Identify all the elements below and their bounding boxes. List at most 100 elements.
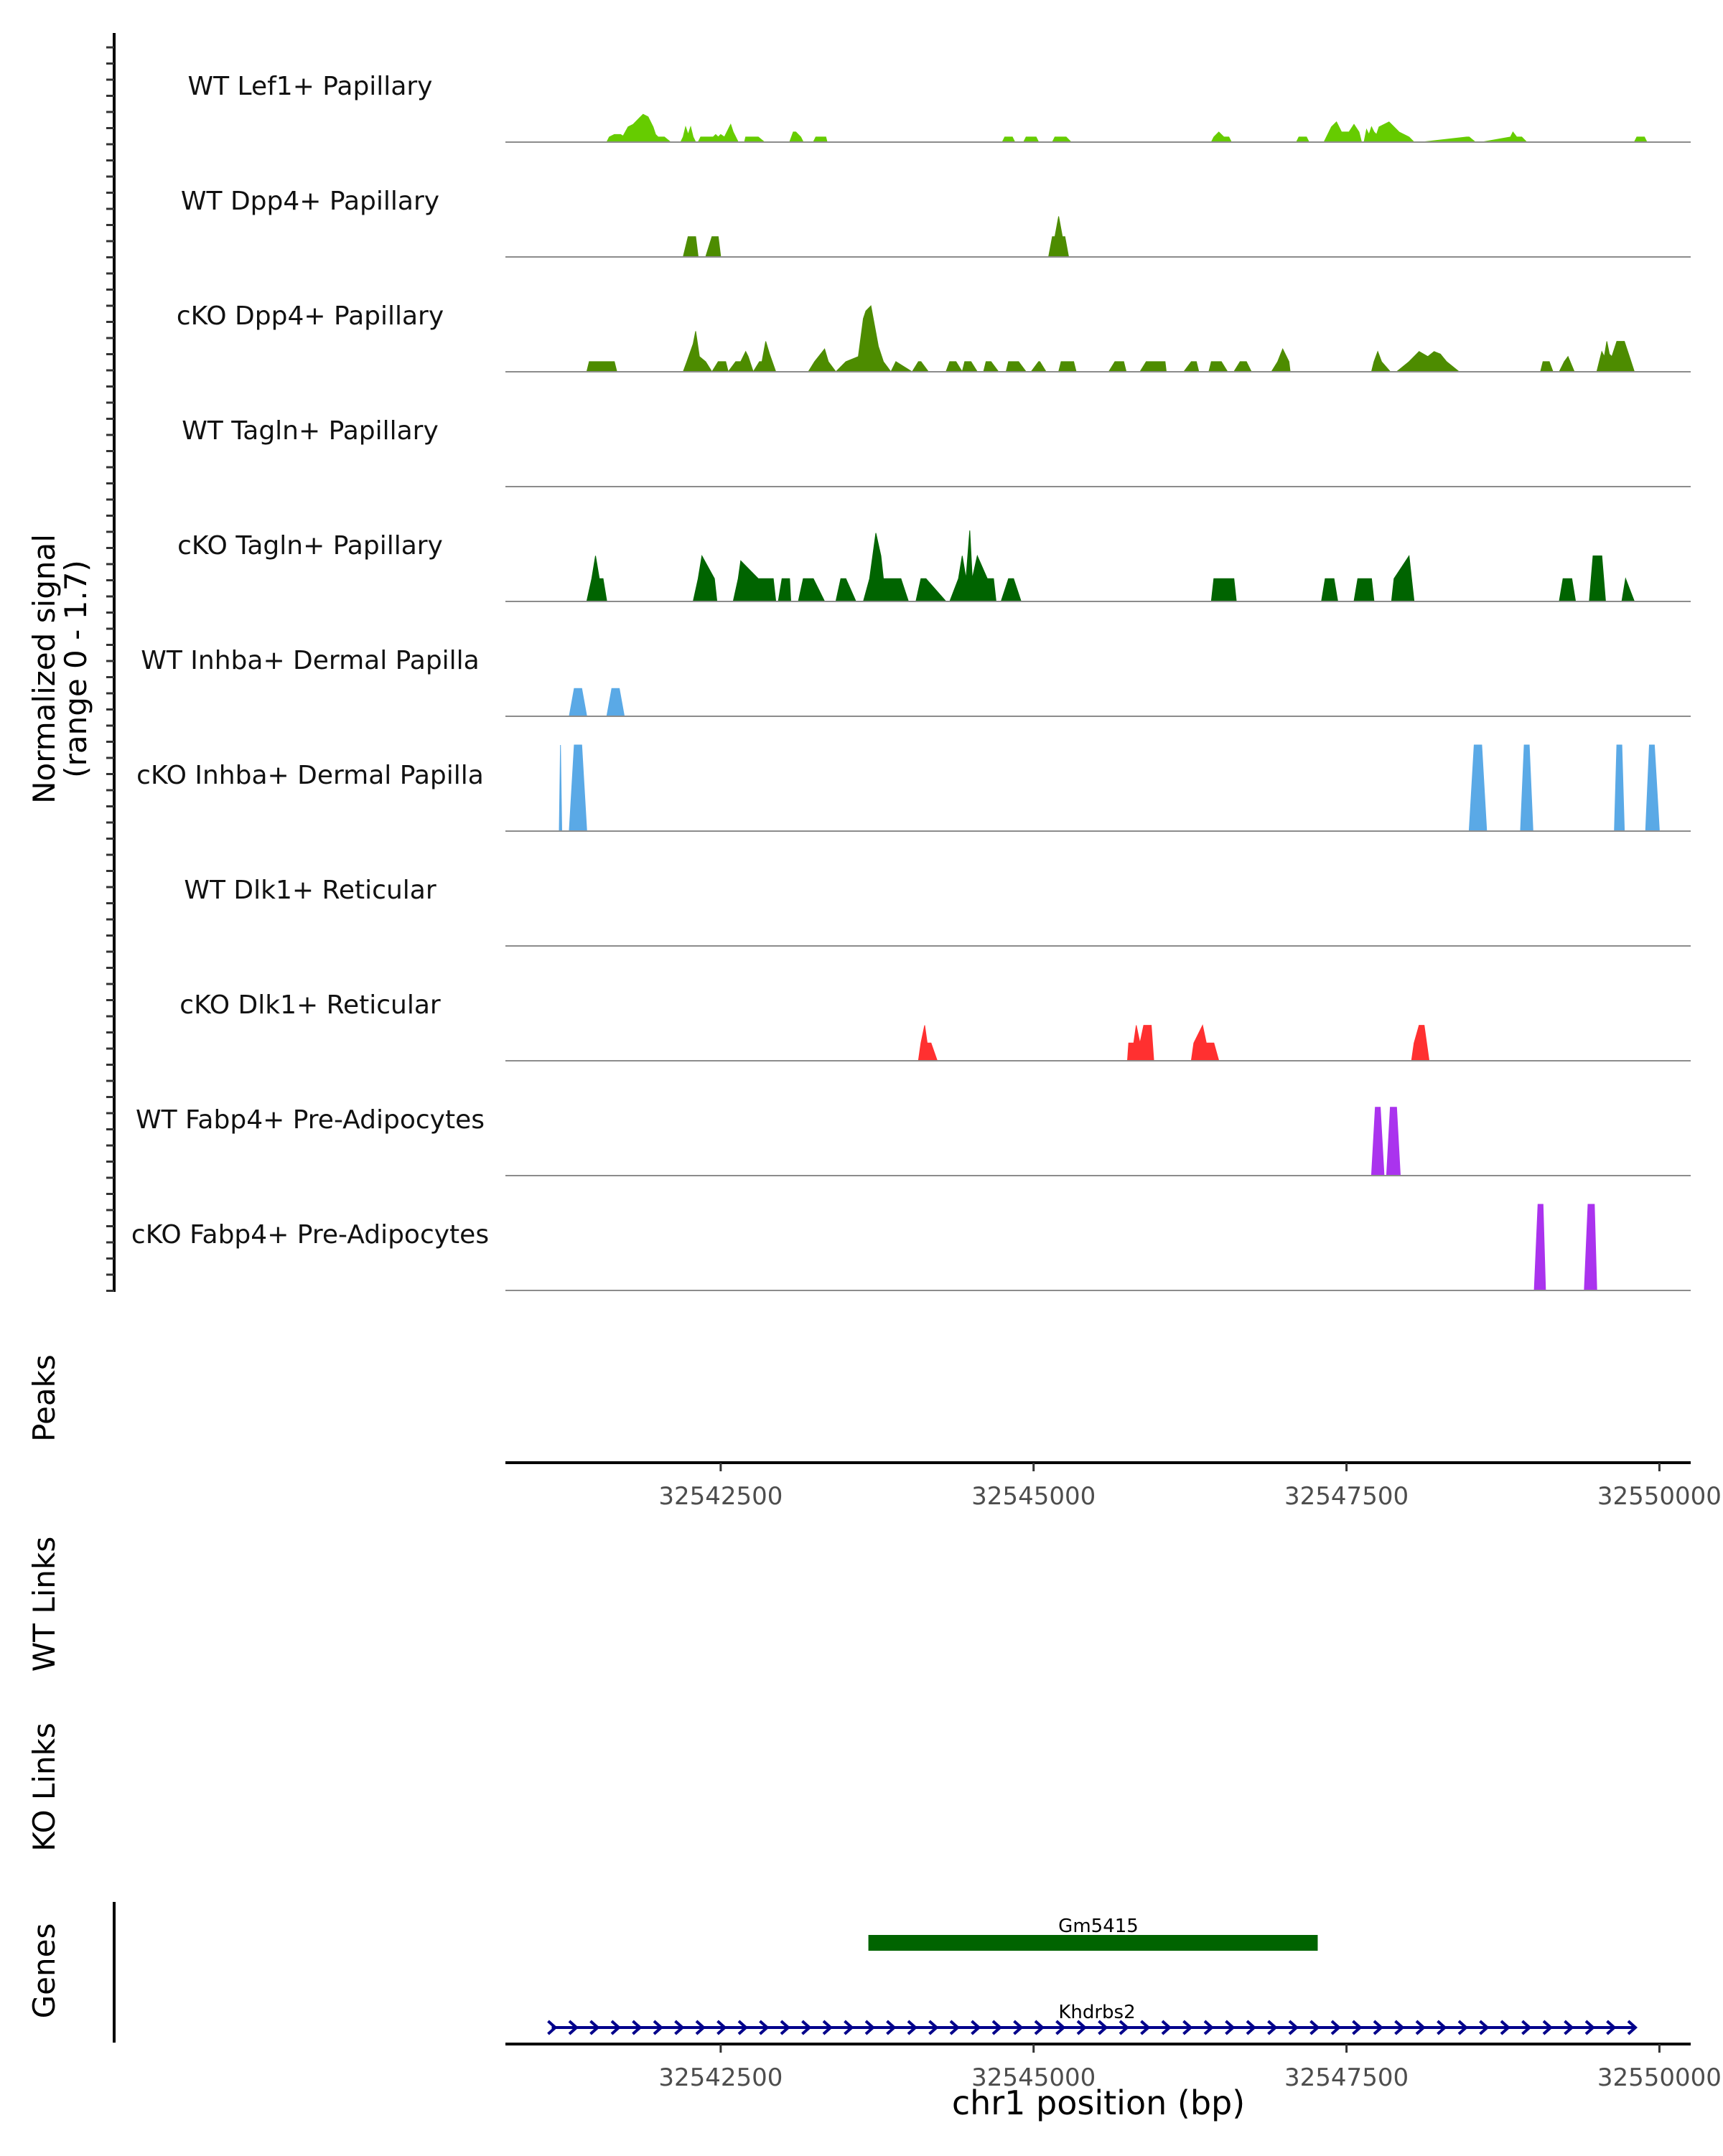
track-signal-area <box>917 1024 1430 1061</box>
track-label: cKO Tagln+ Papillary <box>177 531 443 561</box>
track-signal-area <box>586 530 1635 602</box>
strand-arrow <box>1182 2020 1193 2035</box>
strand-arrow <box>568 2020 579 2035</box>
strand-arrow <box>674 2020 685 2035</box>
track-0: WT Lef1+ Papillary <box>188 72 1691 143</box>
wt-links-panel-label: WT Links <box>27 1537 62 1672</box>
strand-arrow <box>1034 2020 1045 2035</box>
strand-arrow <box>737 2020 748 2035</box>
strand-arrow <box>1203 2020 1214 2035</box>
gene-gm5415: Gm5415 <box>868 1916 1318 1951</box>
peaks-x-ticks: 32542500 32545000 32547500 32550000 <box>658 1463 1722 1511</box>
strand-arrow <box>1330 2020 1341 2035</box>
strand-arrow <box>780 2020 790 2035</box>
strand-arrow <box>695 2020 706 2035</box>
track-label: cKO Inhba+ Dermal Papilla <box>136 761 484 790</box>
strand-arrow <box>822 2020 833 2035</box>
track-3: WT Tagln+ Papillary <box>182 416 1691 487</box>
strand-arrow <box>949 2020 960 2035</box>
track-7: WT Dlk1+ Reticular <box>184 876 1691 947</box>
strand-arrow <box>1373 2020 1383 2035</box>
track-label: WT Inhba+ Dermal Papilla <box>141 646 479 675</box>
gene-annotations: Gm5415 Khdrbs2 <box>547 1916 1638 2035</box>
strand-arrow <box>864 2020 875 2035</box>
gene-khdrbs2: Khdrbs2 <box>547 2002 1638 2035</box>
genes-x-tick-label: 32550000 <box>1597 2063 1722 2092</box>
strand-arrow <box>1267 2020 1278 2035</box>
track-5: WT Inhba+ Dermal Papilla <box>141 646 1691 717</box>
strand-arrow <box>1437 2020 1447 2035</box>
track-label: cKO Fabp4+ Pre-Adipocytes <box>131 1220 489 1250</box>
track-9: WT Fabp4+ Pre-Adipocytes <box>136 1105 1691 1176</box>
peaks-x-tick-label: 32550000 <box>1597 1482 1722 1511</box>
strand-arrow <box>801 2020 812 2035</box>
strand-arrow <box>991 2020 1002 2035</box>
strand-arrow <box>1352 2020 1363 2035</box>
strand-arrow <box>1246 2020 1256 2035</box>
gene-name: Gm5415 <box>1058 1916 1139 1937</box>
strand-arrow <box>1225 2020 1236 2035</box>
strand-arrow <box>1542 2020 1553 2035</box>
track-signal-area <box>559 744 1660 832</box>
track-2: cKO Dpp4+ Papillary <box>177 301 1691 373</box>
strand-arrow <box>1309 2020 1320 2035</box>
genes-panel-label: Genes <box>27 1923 62 2019</box>
track-signal-area <box>586 305 1635 373</box>
strand-arrow <box>1564 2020 1574 2035</box>
strand-arrow <box>1415 2020 1426 2035</box>
strand-arrow <box>1584 2020 1595 2035</box>
strand-arrow <box>1055 2020 1066 2035</box>
strand-arrow <box>589 2020 600 2035</box>
gene-body <box>868 1935 1318 1951</box>
strand-arrow <box>1606 2020 1617 2035</box>
genes-x-tick-label: 32547500 <box>1284 2063 1409 2092</box>
strand-arrow <box>907 2020 917 2035</box>
strand-arrow <box>1521 2020 1532 2035</box>
genes-x-tick-label: 32542500 <box>658 2063 783 2092</box>
track-signal-area <box>1371 1107 1401 1176</box>
strand-arrow <box>1013 2020 1024 2035</box>
track-1: WT Dpp4+ Papillary <box>181 187 1691 258</box>
strand-arrow <box>1457 2020 1468 2035</box>
track-8: cKO Dlk1+ Reticular <box>179 990 1691 1061</box>
strand-arrow <box>759 2020 770 2035</box>
strand-arrow <box>928 2020 939 2035</box>
track-label: WT Dpp4+ Papillary <box>181 187 439 216</box>
peaks-x-tick-label: 32542500 <box>658 1482 783 1511</box>
track-6: cKO Inhba+ Dermal Papilla <box>136 744 1691 832</box>
strand-arrow <box>1140 2020 1151 2035</box>
strand-arrow <box>1076 2020 1087 2035</box>
genes-x-tick-label: 32545000 <box>971 2063 1096 2092</box>
track-label: WT Dlk1+ Reticular <box>184 876 436 905</box>
x-axis-title: chr1 position (bp) <box>952 2084 1245 2122</box>
strand-arrow <box>1288 2020 1299 2035</box>
strand-arrow <box>971 2020 981 2035</box>
track-label: cKO Dlk1+ Reticular <box>179 990 441 1020</box>
genes-x-ticks: 32542500 32545000 32547500 32550000 <box>658 2044 1722 2092</box>
track-signal-area <box>1533 1204 1597 1291</box>
strand-arrow <box>1479 2020 1490 2035</box>
peaks-x-tick-label: 32547500 <box>1284 1482 1409 1511</box>
coverage-y-ticks <box>106 46 114 1292</box>
strand-arrow <box>1119 2020 1129 2035</box>
strand-arrow <box>1500 2020 1510 2035</box>
coverage-ylabel: Normalized signal <box>27 534 62 804</box>
track-signal-area <box>569 688 625 717</box>
strand-arrow <box>1098 2020 1108 2035</box>
strand-arrow <box>716 2020 727 2035</box>
strand-arrow <box>886 2020 897 2035</box>
strand-arrow <box>1394 2020 1405 2035</box>
track-signal-area <box>606 113 1648 143</box>
track-label: WT Lef1+ Papillary <box>188 72 433 101</box>
peaks-x-tick-label: 32545000 <box>971 1482 1096 1511</box>
ko-links-panel-label: KO Links <box>27 1723 62 1852</box>
track-10: cKO Fabp4+ Pre-Adipocytes <box>131 1204 1691 1291</box>
strand-arrow <box>1627 2020 1638 2035</box>
gene-name: Khdrbs2 <box>1058 2002 1135 2023</box>
coverage-range-label: (range 0 - 1.7) <box>58 560 93 778</box>
strand-arrow <box>632 2020 643 2035</box>
track-label: WT Tagln+ Papillary <box>182 416 439 446</box>
peaks-panel-label: Peaks <box>27 1354 62 1442</box>
